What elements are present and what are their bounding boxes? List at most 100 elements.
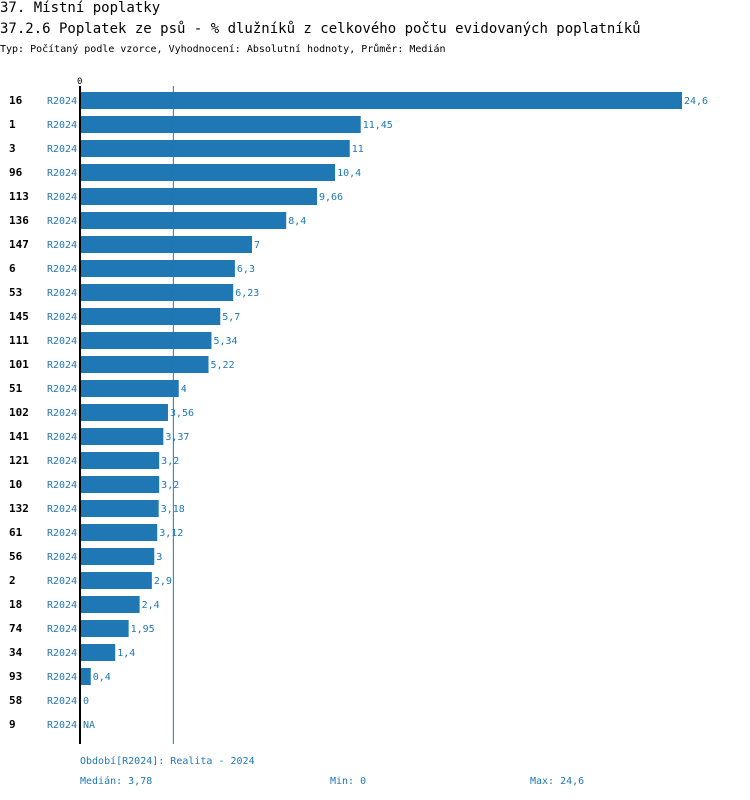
period-label: R2024 <box>47 720 77 731</box>
bar <box>81 380 179 397</box>
period-label: R2024 <box>47 144 77 155</box>
period-label: R2024 <box>47 216 77 227</box>
period-label: R2024 <box>47 312 77 323</box>
value-label: 6,23 <box>235 288 259 299</box>
footer-max: Max: 24,6 <box>530 776 585 787</box>
footer-min: Min: 0 <box>330 776 367 787</box>
bar <box>81 212 287 229</box>
period-label: R2024 <box>47 528 77 539</box>
value-label: 2,9 <box>154 576 172 587</box>
value-label: 3,18 <box>161 504 185 515</box>
value-label: 0,4 <box>93 672 111 683</box>
period-label: R2024 <box>47 624 77 635</box>
category-label: 9 <box>9 718 16 731</box>
category-label: 3 <box>9 142 16 155</box>
bar <box>81 452 160 469</box>
category-label: 136 <box>9 214 29 227</box>
bar <box>81 164 336 181</box>
bar <box>81 620 129 637</box>
value-label: 1,95 <box>131 624 155 635</box>
value-label: 0 <box>83 696 89 707</box>
category-label: 147 <box>9 238 29 251</box>
period-label: R2024 <box>47 648 77 659</box>
period-label: R2024 <box>47 696 77 707</box>
value-label: 3,12 <box>159 528 183 539</box>
period-label: R2024 <box>47 120 77 131</box>
value-label: 9,66 <box>319 192 343 203</box>
bar <box>81 500 159 517</box>
category-label: 102 <box>9 406 29 419</box>
value-label: 3,2 <box>161 456 179 467</box>
category-label: 16 <box>9 94 23 107</box>
value-label: 5,7 <box>222 312 240 323</box>
bar <box>81 548 155 565</box>
category-label: 2 <box>9 574 16 587</box>
bar <box>81 332 212 349</box>
bar <box>81 260 235 277</box>
period-label: R2024 <box>47 480 77 491</box>
bar <box>81 236 253 253</box>
bar <box>81 404 168 421</box>
value-label: 8,4 <box>288 216 306 227</box>
footer-median: Medián: 3,78 <box>80 776 153 787</box>
value-label: 24,6 <box>684 96 708 107</box>
category-label: 96 <box>9 166 23 179</box>
bar <box>81 308 221 325</box>
value-label: 11 <box>352 144 364 155</box>
footer-period: Období[R2024]: Realita - 2024 <box>80 756 255 767</box>
page-title: 37. Místní poplatky <box>0 0 161 16</box>
category-label: 6 <box>9 262 16 275</box>
category-label: 1 <box>9 118 16 131</box>
bar <box>81 524 158 541</box>
bar <box>81 428 164 445</box>
category-label: 34 <box>9 646 23 659</box>
period-label: R2024 <box>47 408 77 419</box>
category-label: 53 <box>9 286 22 299</box>
bar <box>81 92 682 109</box>
category-label: 101 <box>9 358 29 371</box>
category-label: 145 <box>9 310 29 323</box>
category-label: 58 <box>9 694 22 707</box>
value-label: 3,56 <box>170 408 194 419</box>
bar <box>81 572 152 589</box>
period-label: R2024 <box>47 456 77 467</box>
period-label: R2024 <box>47 264 77 275</box>
bar <box>81 668 91 685</box>
bar <box>81 356 209 373</box>
value-label: 4 <box>181 384 187 395</box>
bar <box>81 284 234 301</box>
category-label: 51 <box>9 382 23 395</box>
period-label: R2024 <box>47 576 77 587</box>
value-label: 11,45 <box>363 120 393 131</box>
period-label: R2024 <box>47 432 77 443</box>
bar <box>81 476 160 493</box>
category-label: 111 <box>9 334 29 347</box>
value-label: 6,3 <box>237 264 255 275</box>
value-label: 10,4 <box>337 168 361 179</box>
period-label: R2024 <box>47 336 77 347</box>
period-label: R2024 <box>47 672 77 683</box>
period-label: R2024 <box>47 360 77 371</box>
chart-info: Typ: Počítaný podle vzorce, Vyhodnocení:… <box>0 44 446 55</box>
category-label: 56 <box>9 550 23 563</box>
chart-title: 37.2.6 Poplatek ze psů - % dlužníků z ce… <box>0 21 641 37</box>
period-label: R2024 <box>47 192 77 203</box>
value-label: 7 <box>254 240 260 251</box>
period-label: R2024 <box>47 168 77 179</box>
axis-zero-label: 0 <box>77 77 82 87</box>
category-label: 74 <box>9 622 23 635</box>
bar <box>81 188 318 205</box>
period-label: R2024 <box>47 504 77 515</box>
value-label: 3,37 <box>165 432 189 443</box>
category-label: 61 <box>9 526 23 539</box>
period-label: R2024 <box>47 240 77 251</box>
value-label: 5,34 <box>213 336 237 347</box>
bar <box>81 140 350 157</box>
category-label: 10 <box>9 478 22 491</box>
period-label: R2024 <box>47 288 77 299</box>
value-label: 1,4 <box>117 648 135 659</box>
value-label: NA <box>83 720 95 731</box>
category-label: 18 <box>9 598 22 611</box>
bar <box>81 644 116 661</box>
